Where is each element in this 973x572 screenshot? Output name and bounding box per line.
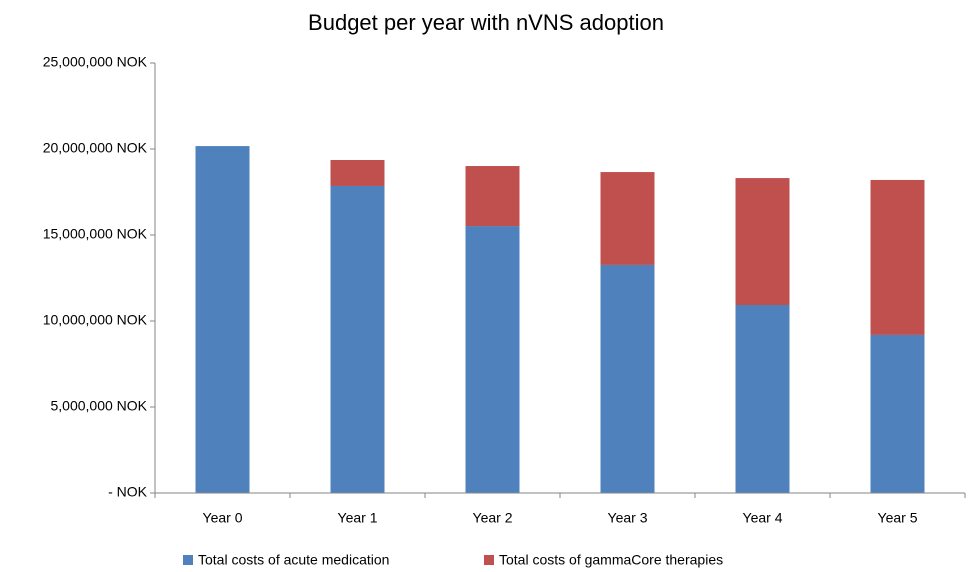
bar-segment [330, 160, 385, 186]
legend-swatch [484, 555, 494, 565]
bar-segment [195, 146, 250, 494]
bar-segment [870, 334, 925, 493]
legend-label: Total costs of acute medication [198, 552, 389, 568]
bar-segment [330, 185, 385, 494]
y-tick-label: 5,000,000 NOK [50, 398, 147, 414]
x-tick-label: Year 5 [878, 510, 918, 526]
bar-segment [735, 178, 790, 306]
y-tick-label: - NOK [108, 484, 148, 500]
legend-swatch [183, 555, 193, 565]
bar-segment [600, 172, 655, 265]
bar-segment [465, 226, 520, 493]
x-tick-label: Year 3 [608, 510, 648, 526]
y-tick-label: 20,000,000 NOK [43, 140, 148, 156]
bar-segment [600, 264, 655, 493]
x-tick-label: Year 0 [203, 510, 243, 526]
bar-segment [465, 166, 520, 227]
y-tick-label: 25,000,000 NOK [43, 54, 148, 70]
bar-segment [735, 305, 790, 493]
x-tick-label: Year 4 [743, 510, 783, 526]
legend-label: Total costs of gammaCore therapies [499, 552, 723, 568]
chart-title: Budget per year with nVNS adoption [308, 10, 664, 35]
x-tick-label: Year 1 [338, 510, 378, 526]
y-tick-label: 15,000,000 NOK [43, 226, 148, 242]
y-tick-label: 10,000,000 NOK [43, 312, 148, 328]
bar-segment [870, 179, 925, 335]
x-tick-label: Year 2 [473, 510, 513, 526]
